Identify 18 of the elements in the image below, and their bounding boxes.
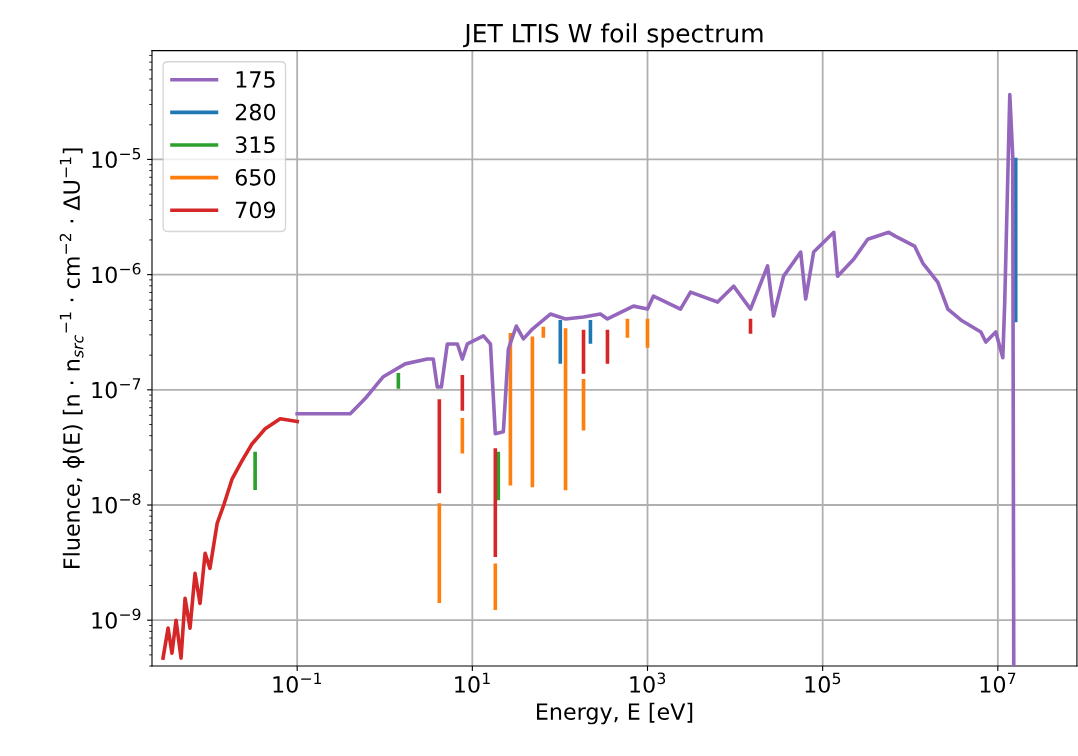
- x-tick-label: 10$^{−1}$: [273, 672, 322, 693]
- y-tick-label: 10$^{−9}$: [92, 608, 141, 629]
- y-tick-label: 10$^{−6}$: [92, 262, 141, 284]
- legend-label: 315: [235, 136, 275, 154]
- y-axis-title: Fluence, ϕ(E) [n · n$_{src}$$^{−1}$ · cm$^{−2}$ · ΔU$^{−1}$]: [59, 148, 85, 568]
- x-tick-label: 10$^{1}$: [455, 672, 490, 693]
- x-tick-label: 10$^{3}$: [630, 672, 666, 693]
- legend-label: 280: [235, 103, 276, 121]
- y-tick-label: 10$^{−7}$: [92, 378, 141, 399]
- x-tick-label: 10$^{5}$: [805, 672, 841, 693]
- y-tick-label: 10$^{−5}$: [92, 147, 141, 169]
- legend-label: 709: [236, 201, 276, 219]
- x-tick-label: 10$^{7}$: [980, 672, 1016, 693]
- x-axis-title: Energy, E [eV]: [537, 702, 693, 725]
- legend-label: 650: [235, 168, 276, 186]
- y-tick-label: 10$^{−8}$: [92, 493, 141, 514]
- legend-label: 175: [236, 71, 275, 88]
- chart-title: JET LTIS W foil spectrum: [463, 23, 763, 48]
